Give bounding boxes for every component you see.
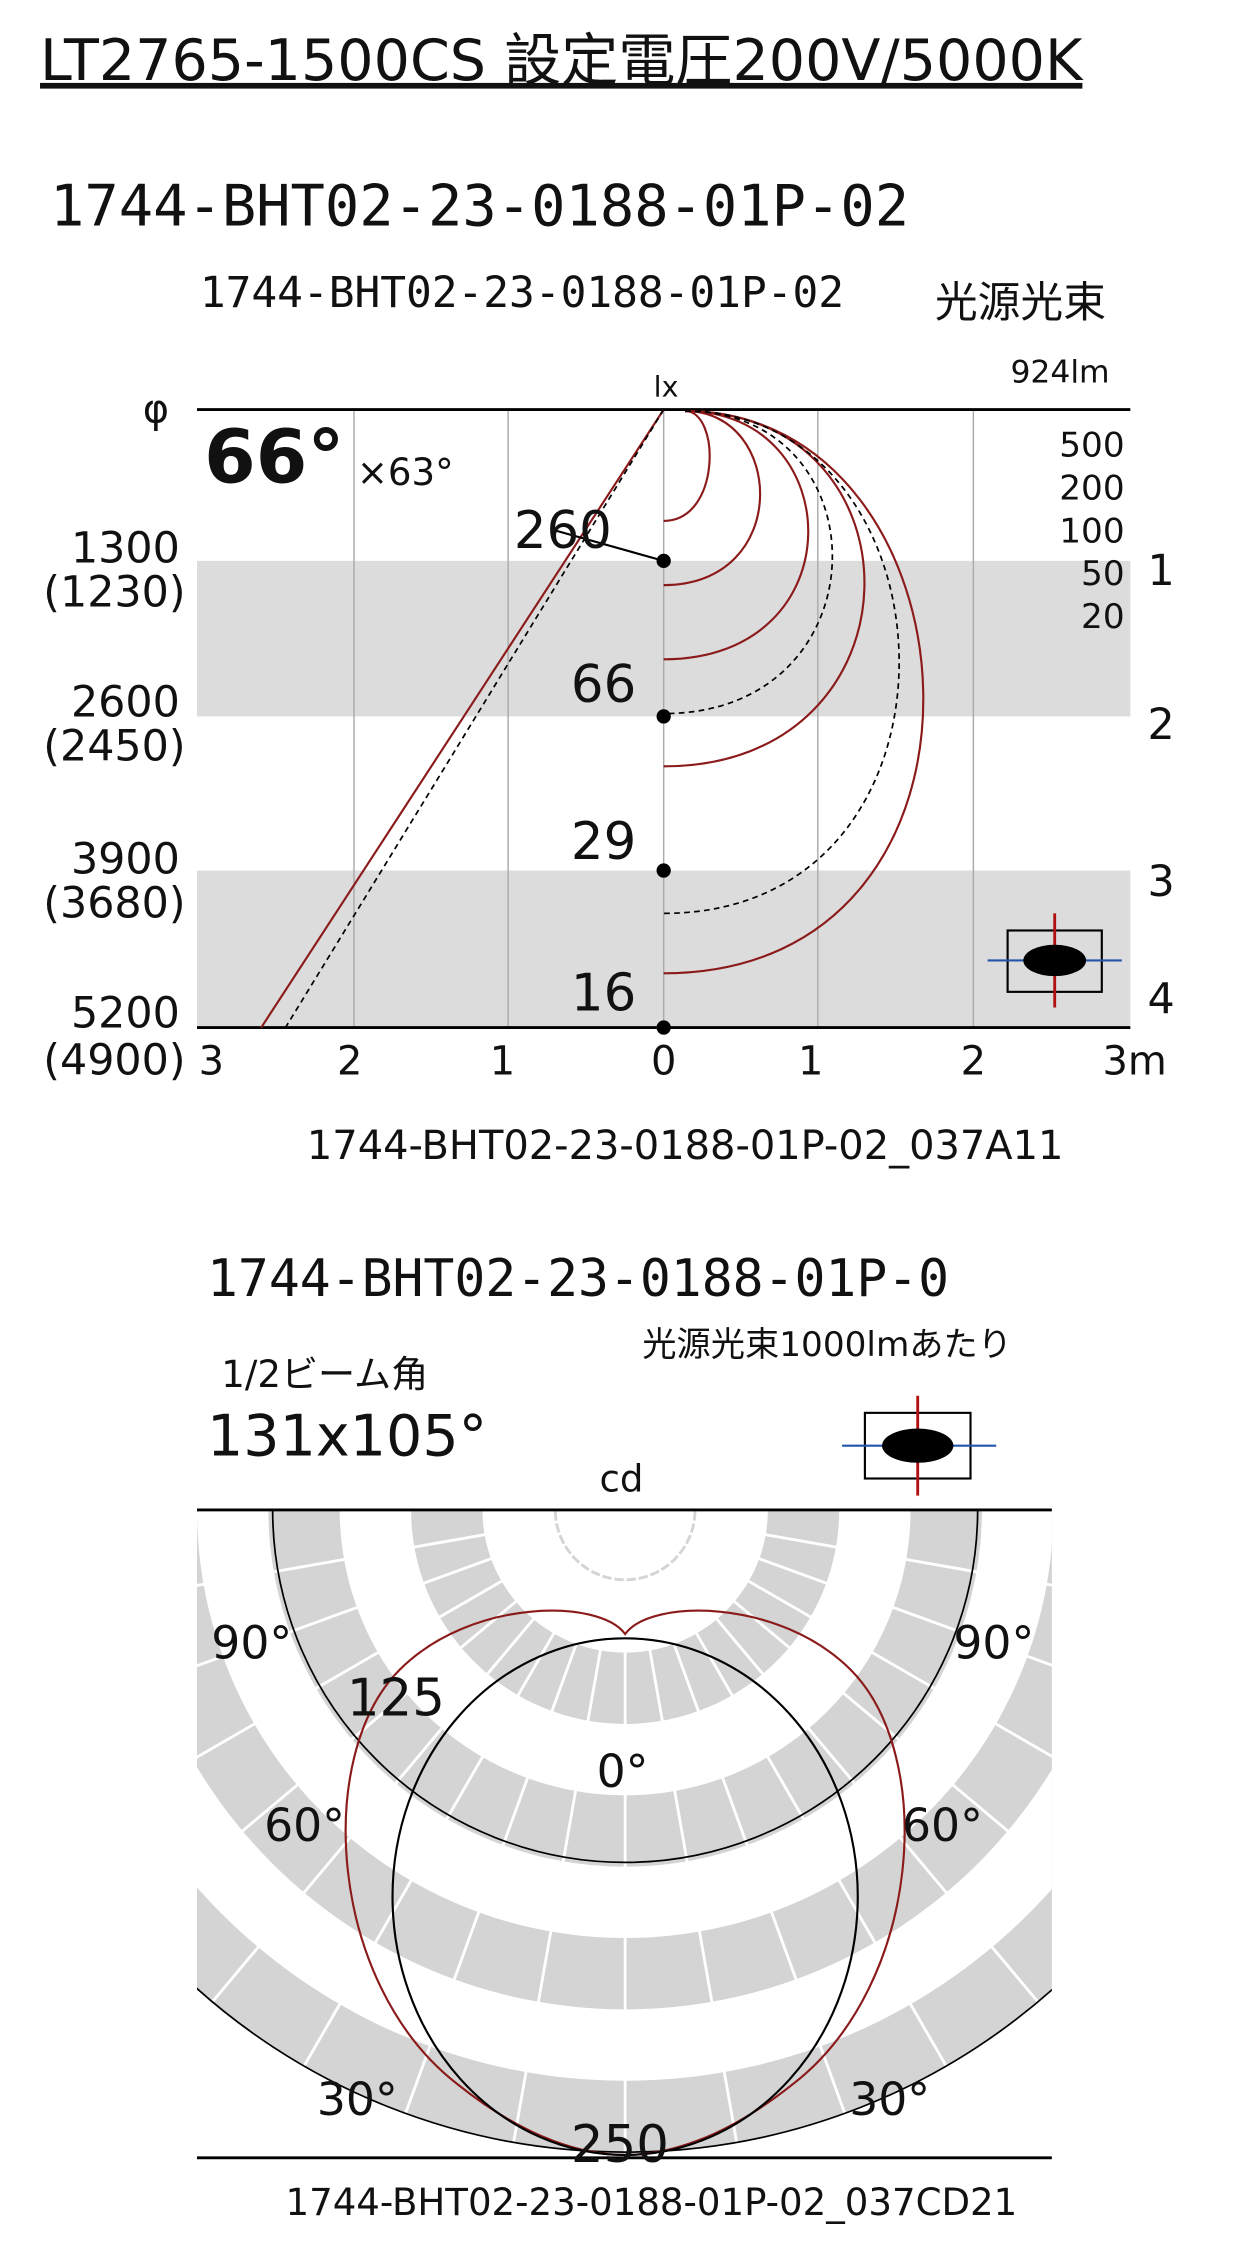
polar-spoke <box>624 1509 1052 1587</box>
label: 20 <box>1081 597 1125 637</box>
label: 1 <box>1147 546 1174 596</box>
label: 60° <box>264 1799 345 1852</box>
light-icon <box>987 913 1122 1008</box>
label: 60° <box>902 1799 983 1852</box>
label: 16 <box>571 963 636 1023</box>
polar-spoke <box>197 1509 626 1668</box>
label: 3m <box>1102 1039 1166 1085</box>
label: 2 <box>337 1039 362 1085</box>
label: 100 <box>1059 511 1124 551</box>
label: 1744-BHT02-23-0188-01P-02_037A11 <box>307 1123 1064 1169</box>
label: (3680) <box>43 879 185 929</box>
label: 3 <box>199 1039 224 1085</box>
label: 30° <box>317 2073 398 2126</box>
polar-spoke <box>624 1509 1052 1667</box>
polar-hub <box>556 1509 694 1579</box>
label: 1744-BHT02-23-0188-01P-0 <box>207 1249 949 1309</box>
label: 1744-BHT02-23-0188-01P-02_037CD21 <box>285 2181 1017 2224</box>
label: cd <box>599 1457 643 1500</box>
polar-spoke <box>202 1509 627 2014</box>
label: 30° <box>849 2073 930 2126</box>
polar-spoke <box>509 1509 627 2157</box>
polar-circle <box>197 1987 1052 2153</box>
page-title: LT2765-1500CS 設定電圧200V/5000K <box>40 28 1084 94</box>
label: 5200 <box>71 989 180 1039</box>
label: 90° <box>953 1616 1034 1669</box>
label: 500 <box>1059 426 1124 466</box>
label: 260 <box>514 501 612 561</box>
label: 66° <box>204 413 344 500</box>
label: 131x105° <box>207 1404 487 1470</box>
label: (4900) <box>43 1036 185 1086</box>
label: 1744-BHT02-23-0188-01P-02 <box>200 268 844 318</box>
label: (1230) <box>43 568 185 618</box>
label: 924lm <box>1010 354 1109 390</box>
polar-spoke <box>197 1509 626 1587</box>
label: 1 <box>490 1039 515 1085</box>
label: 29 <box>571 812 636 872</box>
label: 2 <box>961 1039 986 1085</box>
label: 1 <box>798 1039 823 1085</box>
light-icon <box>842 1395 997 1496</box>
polar-spoke <box>197 1509 626 1759</box>
label: 200 <box>1059 468 1124 508</box>
label: 3 <box>1147 857 1174 907</box>
polar-spoke <box>623 1509 852 2128</box>
label: 66 <box>571 655 636 715</box>
label: 0 <box>651 1039 676 1085</box>
label: φ <box>143 386 169 432</box>
label: 1/2ビーム角 <box>221 1353 428 1396</box>
label: 1300 <box>71 523 180 573</box>
label: ×63° <box>357 451 454 494</box>
illuminance-plot <box>197 408 1131 1035</box>
label: 50 <box>1081 554 1125 594</box>
polar-circle <box>271 1509 979 1864</box>
label: 2600 <box>71 677 180 727</box>
label: 0° <box>597 1745 649 1798</box>
polar-spoke <box>623 1509 955 2080</box>
polar-spoke <box>624 1509 1052 1870</box>
label: 90° <box>211 1616 292 1669</box>
label: 1744-BHT02-23-0188-01P-02 <box>50 173 909 239</box>
label: 光源光束1000lmあたり <box>642 1325 1012 1365</box>
polar-spoke <box>623 1509 741 2157</box>
label: 250 <box>571 2115 669 2175</box>
polar-spoke <box>399 1509 627 2128</box>
label: 3900 <box>71 834 180 884</box>
polar-spoke <box>624 1509 1049 2014</box>
label: 4 <box>1147 974 1174 1024</box>
label: (2450) <box>43 722 185 772</box>
polar-spoke <box>624 1509 1052 1758</box>
label: lx <box>654 371 679 404</box>
polar-plot <box>197 1395 1052 2160</box>
label: 光源光束 <box>935 278 1106 328</box>
polar-spoke <box>197 1509 627 1872</box>
label: 125 <box>347 1668 445 1728</box>
label: 2 <box>1147 700 1174 750</box>
polar-spoke <box>295 1509 627 2080</box>
